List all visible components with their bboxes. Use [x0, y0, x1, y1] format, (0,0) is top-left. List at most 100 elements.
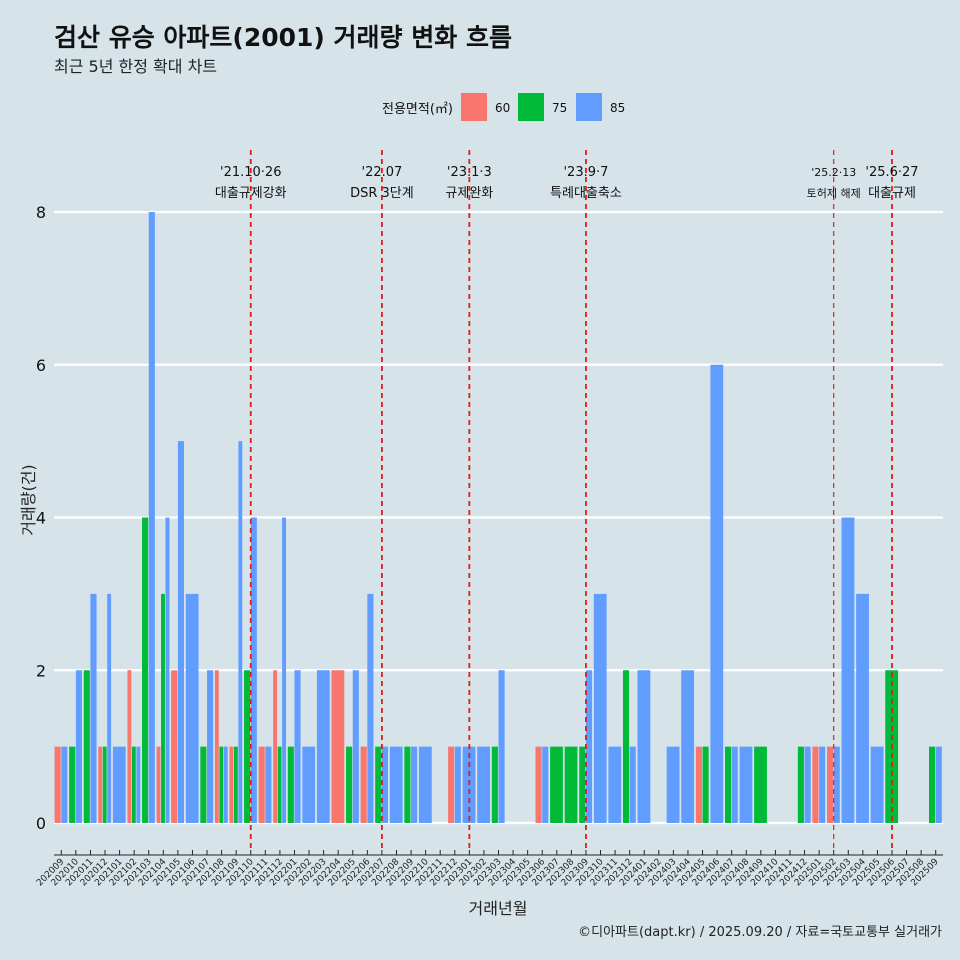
bar-60-202104 — [156, 746, 161, 823]
bar-60-202306 — [535, 746, 542, 823]
legend-swatch-85 — [576, 93, 602, 121]
bar-85-202102 — [136, 746, 141, 823]
bar-75-202010 — [69, 746, 76, 823]
bar-85-202501 — [819, 746, 826, 823]
bar-85-202403 — [666, 746, 680, 823]
bar-85-202106 — [185, 593, 199, 823]
y-tick-label: 2 — [36, 661, 46, 680]
y-tick-label: 0 — [36, 814, 46, 833]
bar-75-202109 — [233, 746, 238, 823]
bar-85-202109 — [238, 441, 243, 823]
policy-label: 특례대출축소 — [550, 186, 622, 201]
bar-85-202503 — [841, 517, 855, 823]
bar-85-202108 — [223, 746, 228, 823]
bar-85-202311 — [608, 746, 622, 823]
bar-85-202404 — [681, 670, 695, 823]
policy-label: 토허제 해제 — [807, 186, 861, 200]
bar-85-202010 — [75, 670, 82, 823]
legend-label-85: 85 — [610, 101, 625, 115]
bar-85-202408 — [739, 746, 753, 823]
bar-60-202204 — [331, 670, 345, 823]
bar-75-202104 — [161, 593, 165, 823]
policy-date: '25.2·13 — [811, 166, 856, 179]
bar-85-202401 — [637, 670, 651, 823]
policy-label: 대출규제 — [868, 186, 916, 201]
bar-60-202112 — [273, 670, 278, 823]
bar-75-202209 — [404, 746, 411, 823]
bar-60-202502 — [826, 746, 834, 823]
policy-date: '23.9·7 — [563, 165, 608, 180]
bar-85-202107 — [207, 670, 214, 823]
bar-60-202102 — [127, 670, 132, 823]
bar-85-202209 — [411, 746, 418, 823]
bar-85-202310 — [593, 593, 607, 823]
bar-85-202407 — [731, 746, 738, 823]
bar-75-202205 — [346, 746, 353, 823]
bar-75-202102 — [131, 746, 136, 823]
bar-85-202412 — [804, 746, 811, 823]
bar-75-202312 — [622, 670, 630, 823]
bar-75-202307 — [550, 746, 563, 823]
bar-85-202104 — [165, 517, 170, 823]
bar-75-202012 — [102, 746, 107, 823]
bar-60-202108 — [214, 670, 219, 823]
bar-60-202501 — [812, 746, 819, 823]
legend-swatch-60 — [461, 93, 487, 121]
bar-85-202011 — [90, 593, 97, 823]
bar-85-202502 — [833, 746, 840, 823]
bar-75-202308 — [564, 746, 578, 823]
bar-60-202405 — [695, 746, 702, 823]
bar-85-202505 — [870, 746, 884, 823]
bar-75-202207 — [375, 746, 382, 823]
y-tick-label: 6 — [36, 356, 46, 375]
bar-75-202412 — [797, 746, 804, 823]
bar-85-202210 — [418, 746, 432, 823]
bar-75-202103 — [142, 517, 149, 823]
legend-label-60: 60 — [495, 101, 510, 115]
bar-75-202112 — [277, 746, 282, 823]
bar-75-202303 — [491, 746, 498, 823]
policy-label: 규제완화 — [445, 186, 493, 201]
bar-85-202012 — [107, 593, 112, 823]
bar-75-202407 — [724, 746, 732, 823]
bar-85-202312 — [629, 746, 636, 823]
bar-85-202112 — [282, 517, 286, 823]
bar-85-202406 — [710, 364, 724, 823]
bar-85-202110 — [250, 517, 257, 823]
bar-75-202509 — [929, 746, 936, 823]
policy-date: '23.1·3 — [447, 165, 492, 180]
bar-85-202111 — [265, 746, 272, 823]
bar-85-202201 — [294, 670, 301, 823]
bar-85-202504 — [856, 593, 869, 823]
bar-75-202201 — [287, 746, 294, 823]
bar-85-202207 — [381, 746, 389, 823]
bar-75-202011 — [83, 670, 90, 823]
y-axis-label: 거래량(건) — [19, 464, 38, 535]
bar-85-202205 — [352, 670, 359, 823]
bar-85-202203 — [316, 670, 330, 823]
legend-label-75: 75 — [552, 101, 567, 115]
bar-85-202009 — [61, 746, 68, 823]
y-tick-label: 4 — [36, 509, 46, 528]
bar-60-202111 — [258, 746, 265, 823]
bar-85-202101 — [112, 746, 126, 823]
x-axis-label: 거래년월 — [469, 899, 528, 918]
bar-85-202206 — [367, 593, 374, 823]
chart-title: 검산 유승 아파트(2001) 거래량 변화 흐름 — [54, 23, 512, 52]
policy-date: '21.10·26 — [220, 165, 281, 180]
y-tick-label: 8 — [36, 203, 46, 222]
bar-85-202303 — [498, 670, 505, 823]
bar-85-202509 — [935, 746, 942, 823]
chart-subtitle: 최근 5년 한정 확대 차트 — [54, 57, 218, 76]
chart-caption: ©디아파트(dapt.kr) / 2025.09.20 / 자료=국토교통부 실… — [578, 925, 942, 940]
policy-label: 대출규제강화 — [215, 186, 287, 201]
bar-60-202012 — [98, 746, 103, 823]
bar-85-202202 — [302, 746, 316, 823]
legend-swatch-75 — [518, 93, 544, 121]
policy-date: '22.07 — [362, 165, 403, 180]
bar-60-202109 — [229, 746, 234, 823]
bar-60-202105 — [171, 670, 178, 823]
bar-75-202309 — [579, 746, 586, 823]
